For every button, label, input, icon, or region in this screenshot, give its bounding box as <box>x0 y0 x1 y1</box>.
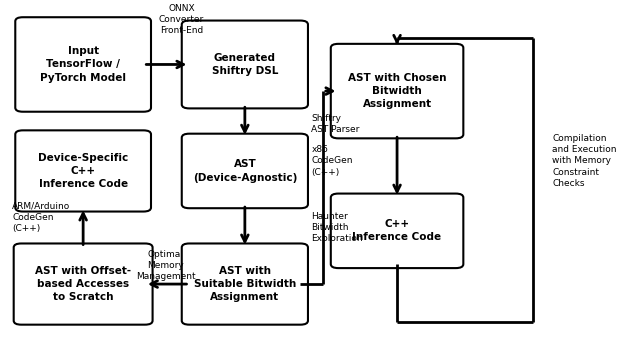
FancyBboxPatch shape <box>182 21 308 108</box>
Text: Generated
Shiftry DSL: Generated Shiftry DSL <box>212 53 278 76</box>
FancyBboxPatch shape <box>15 17 151 112</box>
Text: Haunter
Bitwidth
Exploration: Haunter Bitwidth Exploration <box>312 212 363 243</box>
Text: Compilation
and Execution
with Memory
Constraint
Checks: Compilation and Execution with Memory Co… <box>553 134 617 188</box>
Text: C++
Inference Code: C++ Inference Code <box>352 219 441 242</box>
Text: Input
TensorFlow /
PyTorch Model: Input TensorFlow / PyTorch Model <box>40 46 126 83</box>
Text: Shiftry
AST Parser: Shiftry AST Parser <box>312 114 360 135</box>
FancyBboxPatch shape <box>182 243 308 325</box>
FancyBboxPatch shape <box>15 130 151 212</box>
Text: Device-Specific
C++
Inference Code: Device-Specific C++ Inference Code <box>38 153 128 189</box>
Text: x86
CodeGen
(C++): x86 CodeGen (C++) <box>312 145 353 176</box>
Text: AST with Offset-
based Accesses
to Scratch: AST with Offset- based Accesses to Scrat… <box>35 266 131 302</box>
Text: AST
(Device-Agnostic): AST (Device-Agnostic) <box>193 159 297 183</box>
Text: AST with
Suitable Bitwidth
Assignment: AST with Suitable Bitwidth Assignment <box>194 266 296 302</box>
Text: ONNX
Converter
Front-End: ONNX Converter Front-End <box>159 4 204 35</box>
FancyBboxPatch shape <box>14 243 153 325</box>
FancyBboxPatch shape <box>331 194 464 268</box>
FancyBboxPatch shape <box>182 134 308 208</box>
Text: AST with Chosen
Bitwidth
Assignment: AST with Chosen Bitwidth Assignment <box>348 73 446 109</box>
FancyBboxPatch shape <box>331 44 464 138</box>
Text: ARM/Arduino
CodeGen
(C++): ARM/Arduino CodeGen (C++) <box>12 202 71 233</box>
Text: Optimal
Memory
Management: Optimal Memory Management <box>135 250 195 281</box>
